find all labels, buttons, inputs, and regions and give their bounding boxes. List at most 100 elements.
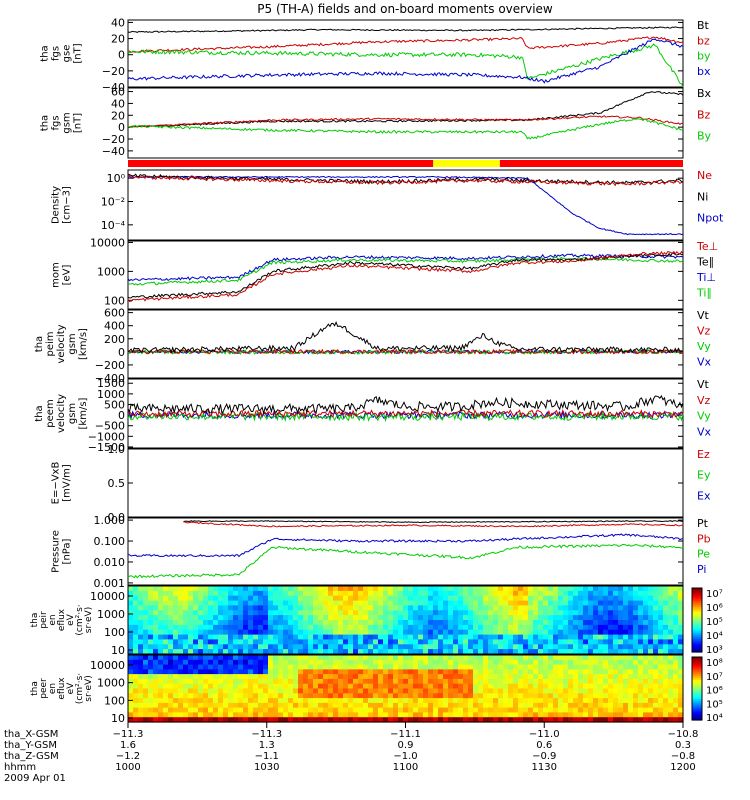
- spectrogram-cell: [428, 674, 434, 680]
- spectrogram-cell: [323, 717, 329, 723]
- spectrogram-cell: [558, 678, 564, 685]
- spectrogram-cell: [463, 590, 469, 597]
- spectrogram-cell: [543, 655, 549, 661]
- spectrogram-cell: [608, 659, 614, 666]
- spectrogram-cell: [488, 600, 494, 607]
- spectrogram-cell: [168, 693, 174, 699]
- spectrogram-cell: [148, 698, 154, 704]
- spectrogram-cell: [293, 698, 299, 704]
- spectrogram-cell: [453, 702, 459, 709]
- spectrogram-cell: [573, 669, 579, 675]
- spectrogram-cell: [488, 693, 494, 699]
- spectrogram-cell: [613, 595, 619, 602]
- spectrogram-cell: [548, 620, 554, 626]
- spectrogram-cell: [383, 693, 389, 699]
- spectrogram-cell: [408, 659, 414, 666]
- spectrogram-cell: [398, 624, 404, 631]
- spectrogram-cell: [443, 698, 449, 704]
- spectrogram-cell: [303, 649, 309, 655]
- spectrogram-cell: [533, 629, 539, 636]
- y-tick-label: 500: [104, 398, 125, 411]
- spectrogram-cell: [348, 595, 354, 602]
- spectrogram-cell: [518, 644, 524, 650]
- spectrogram-cell: [143, 615, 149, 621]
- spectrogram-cell: [633, 712, 639, 718]
- spectrogram-cell: [643, 707, 649, 713]
- spectrogram-cell: [513, 693, 519, 699]
- spectrogram-cell: [408, 590, 414, 597]
- spectrogram-cell: [143, 698, 149, 704]
- spectrogram-cell: [238, 586, 244, 592]
- spectrogram-cell: [213, 605, 219, 611]
- spectrogram-cell: [478, 605, 484, 611]
- spectrogram-cell: [593, 678, 599, 685]
- spectrogram-cell: [538, 634, 544, 641]
- spectrogram-cell: [138, 659, 144, 666]
- spectrogram-cell: [678, 698, 684, 704]
- spectrogram-cell: [393, 678, 399, 685]
- legend-entry: Ti⊥: [696, 271, 716, 284]
- spectrogram-cell: [343, 639, 349, 645]
- spectrogram-cell: [373, 600, 379, 607]
- spectrogram-cell: [498, 649, 504, 655]
- spectrogram-cell: [388, 702, 394, 709]
- spectrogram-cell: [348, 707, 354, 713]
- spectrogram-cell: [263, 707, 269, 713]
- spectrogram-cell: [498, 683, 504, 690]
- spectrogram-cell: [293, 595, 299, 602]
- y-axis-label: [nT]: [73, 43, 84, 63]
- spectrogram-cell: [643, 693, 649, 699]
- spectrogram-cell: [263, 590, 269, 597]
- spectrogram-cell: [368, 624, 374, 631]
- spectrogram-cell: [203, 639, 209, 645]
- spectrogram-cell: [233, 615, 239, 621]
- spectrogram-cell: [353, 712, 359, 718]
- spectrogram-cell: [158, 664, 164, 670]
- y-axis-label: sr·eV): [84, 675, 94, 701]
- spectrogram-cell: [403, 683, 409, 690]
- spectrogram-cell: [498, 615, 504, 621]
- spectrogram-cell: [283, 707, 289, 713]
- y-axis-label: peem: [45, 399, 56, 427]
- spectrogram-cell: [578, 659, 584, 666]
- spectrogram-cell: [213, 664, 219, 670]
- spectrogram-cell: [158, 590, 164, 597]
- spectrogram-cell: [293, 590, 299, 597]
- spectrogram-cell: [188, 702, 194, 709]
- spectrogram-cell: [613, 678, 619, 685]
- spectrogram-cell: [418, 693, 424, 699]
- spectrogram-cell: [403, 634, 409, 641]
- spectrogram-cell: [483, 698, 489, 704]
- spectrogram-cell: [518, 717, 524, 723]
- spectrogram-cell: [658, 674, 664, 680]
- spectrogram-cell: [248, 707, 254, 713]
- spectrogram-cell: [453, 595, 459, 602]
- spectrogram-cell: [588, 644, 594, 650]
- spectrogram-cell: [478, 634, 484, 641]
- spectrogram-cell: [473, 702, 479, 709]
- spectrogram-cell: [128, 634, 134, 641]
- spectrogram-cell: [138, 605, 144, 611]
- spectrogram-cell: [273, 629, 279, 636]
- spectrogram-cell: [548, 712, 554, 718]
- spectrogram-cell: [228, 674, 234, 680]
- spectrogram-cell: [613, 707, 619, 713]
- spectrogram-cell: [188, 624, 194, 631]
- spectrogram-cell: [313, 659, 319, 666]
- spectrogram-cell: [618, 634, 624, 641]
- spectrogram-cell: [128, 600, 134, 607]
- spectrogram-cell: [638, 688, 644, 694]
- spectrogram-cell: [668, 698, 674, 704]
- spectrogram-cell: [388, 620, 394, 626]
- y-tick-label: 100: [104, 626, 125, 639]
- spectrogram-cell: [453, 717, 459, 723]
- spectrogram-cell: [138, 615, 144, 621]
- spectrogram-cell: [293, 649, 299, 655]
- spectrogram-cell: [668, 717, 674, 723]
- spectrogram-cell: [513, 683, 519, 690]
- spectrogram-cell: [148, 659, 154, 666]
- spectrogram-cell: [248, 590, 254, 597]
- spectrogram-cell: [448, 659, 454, 666]
- spectrogram-cell: [543, 712, 549, 718]
- spectrogram-cell: [278, 605, 284, 611]
